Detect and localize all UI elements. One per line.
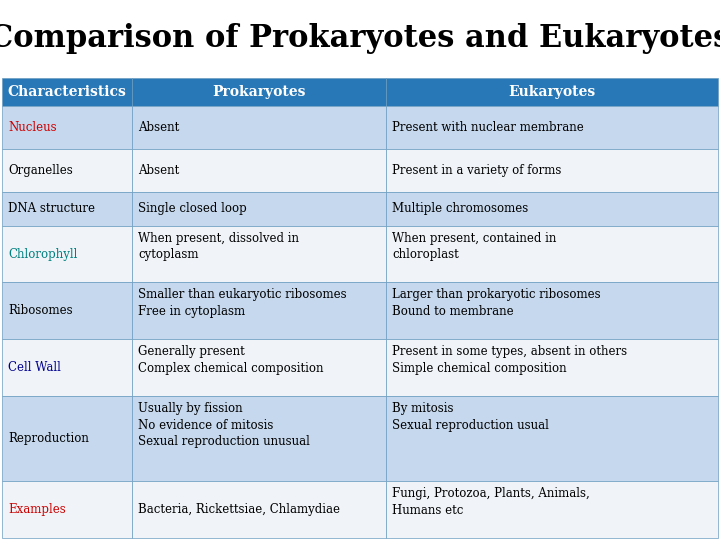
Bar (2, 282, 132, 339)
Bar (132, 282, 387, 339)
Text: Generally present
Complex chemical composition: Generally present Complex chemical compo… (138, 345, 324, 375)
Bar (387, 282, 718, 339)
Bar (387, 149, 718, 192)
Bar (387, 192, 718, 226)
Text: Eukaryotes: Eukaryotes (508, 85, 596, 99)
Text: By mitosis
Sexual reproduction usual: By mitosis Sexual reproduction usual (392, 402, 549, 431)
Bar (387, 106, 718, 149)
Bar (2, 106, 132, 149)
Text: Reproduction: Reproduction (8, 432, 89, 445)
Bar (2, 226, 132, 282)
Text: Present in some types, absent in others
Simple chemical composition: Present in some types, absent in others … (392, 345, 628, 375)
Text: Chlorophyll: Chlorophyll (8, 247, 77, 260)
Bar (387, 78, 718, 106)
Bar (387, 226, 718, 282)
Text: Larger than prokaryotic ribosomes
Bound to membrane: Larger than prokaryotic ribosomes Bound … (392, 288, 601, 318)
Bar (2, 396, 132, 481)
Bar (132, 192, 387, 226)
Bar (2, 149, 132, 192)
Text: When present, dissolved in
cytoplasm: When present, dissolved in cytoplasm (138, 232, 300, 261)
Text: Absent: Absent (138, 121, 179, 134)
Bar (2, 192, 132, 226)
Text: Bacteria, Rickettsiae, Chlamydiae: Bacteria, Rickettsiae, Chlamydiae (138, 503, 341, 516)
Bar (132, 149, 387, 192)
Bar (387, 339, 718, 396)
Bar (387, 396, 718, 481)
Text: Organelles: Organelles (8, 164, 73, 177)
Text: Characteristics: Characteristics (8, 85, 127, 99)
Text: Present in a variety of forms: Present in a variety of forms (392, 164, 562, 177)
Bar (2, 481, 132, 538)
Text: Usually by fission
No evidence of mitosis
Sexual reproduction unusual: Usually by fission No evidence of mitosi… (138, 402, 310, 448)
Bar (132, 481, 387, 538)
Bar (2, 339, 132, 396)
Text: DNA structure: DNA structure (8, 202, 95, 215)
Text: Comparison of Prokaryotes and Eukaryotes: Comparison of Prokaryotes and Eukaryotes (0, 23, 720, 53)
Bar (2, 78, 132, 106)
Text: Examples: Examples (8, 503, 66, 516)
Bar (132, 78, 387, 106)
Text: Absent: Absent (138, 164, 179, 177)
Text: Fungi, Protozoa, Plants, Animals,
Humans etc: Fungi, Protozoa, Plants, Animals, Humans… (392, 487, 590, 517)
Text: Ribosomes: Ribosomes (8, 305, 73, 318)
Bar (132, 226, 387, 282)
Bar (132, 106, 387, 149)
Text: Nucleus: Nucleus (8, 121, 57, 134)
Text: Present with nuclear membrane: Present with nuclear membrane (392, 121, 584, 134)
Text: Single closed loop: Single closed loop (138, 202, 247, 215)
Text: Smaller than eukaryotic ribosomes
Free in cytoplasm: Smaller than eukaryotic ribosomes Free i… (138, 288, 347, 318)
Text: When present, contained in
chloroplast: When present, contained in chloroplast (392, 232, 557, 261)
Bar (132, 339, 387, 396)
Text: Prokaryotes: Prokaryotes (212, 85, 306, 99)
Bar (387, 481, 718, 538)
Bar (132, 396, 387, 481)
Text: Multiple chromosomes: Multiple chromosomes (392, 202, 528, 215)
Text: Cell Wall: Cell Wall (8, 361, 61, 374)
